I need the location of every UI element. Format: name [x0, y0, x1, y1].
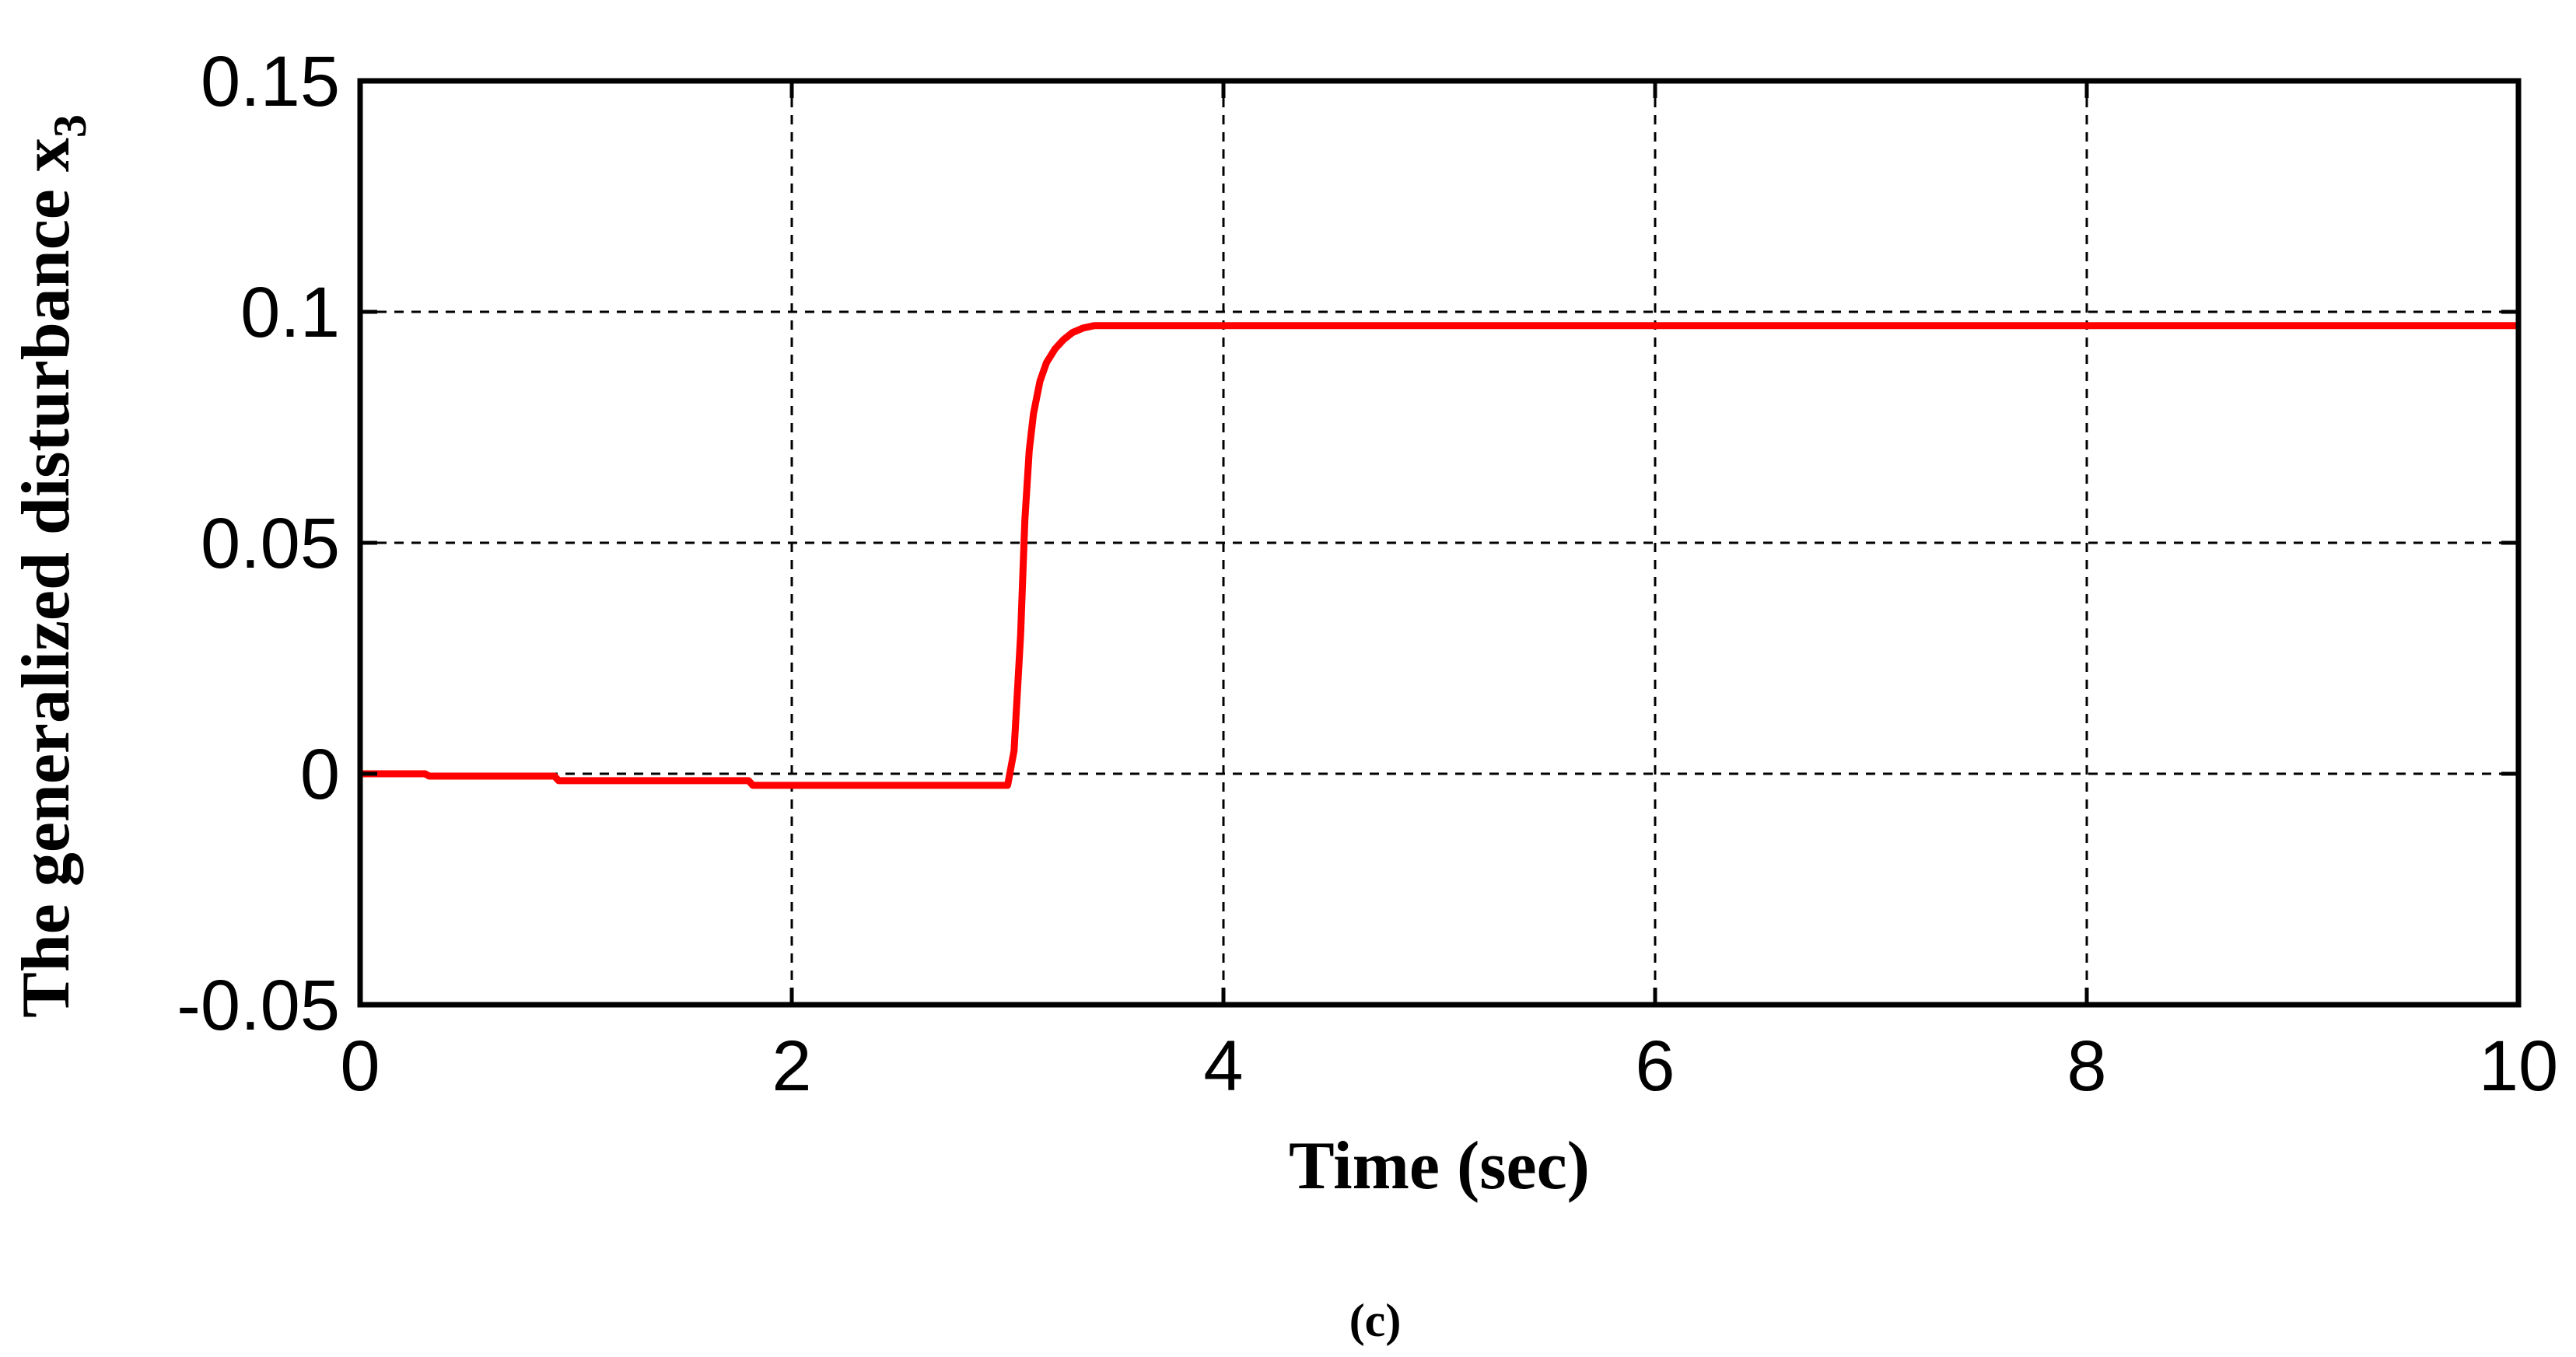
- y-axis-label-main: The generalized disturbance x: [9, 138, 84, 1018]
- x-tick-label: 6: [1635, 1026, 1675, 1106]
- y-tick-label: 0.05: [201, 504, 340, 583]
- grid: [360, 81, 2518, 1005]
- y-tick-label: 0.15: [201, 42, 340, 121]
- figure-caption: (c): [1349, 1295, 1402, 1346]
- y-tick-label: 0: [300, 735, 340, 814]
- y-tick-label: -0.05: [177, 966, 340, 1045]
- x-tick-label: 10: [2479, 1026, 2558, 1106]
- x-axis-label: Time (sec): [1289, 1128, 1590, 1204]
- y-axis-label: The generalized disturbance x3: [9, 114, 96, 1018]
- series-layer: [360, 322, 2518, 789]
- x-tick-label: 0: [340, 1026, 380, 1106]
- x-tick-label: 8: [2067, 1026, 2106, 1106]
- y-tick-label: 0.1: [240, 273, 340, 352]
- x-tick-label: 4: [1203, 1026, 1243, 1106]
- series-line: [360, 322, 2518, 789]
- x-tick-label: 2: [772, 1026, 811, 1106]
- y-axis-label-subscript: 3: [44, 114, 96, 138]
